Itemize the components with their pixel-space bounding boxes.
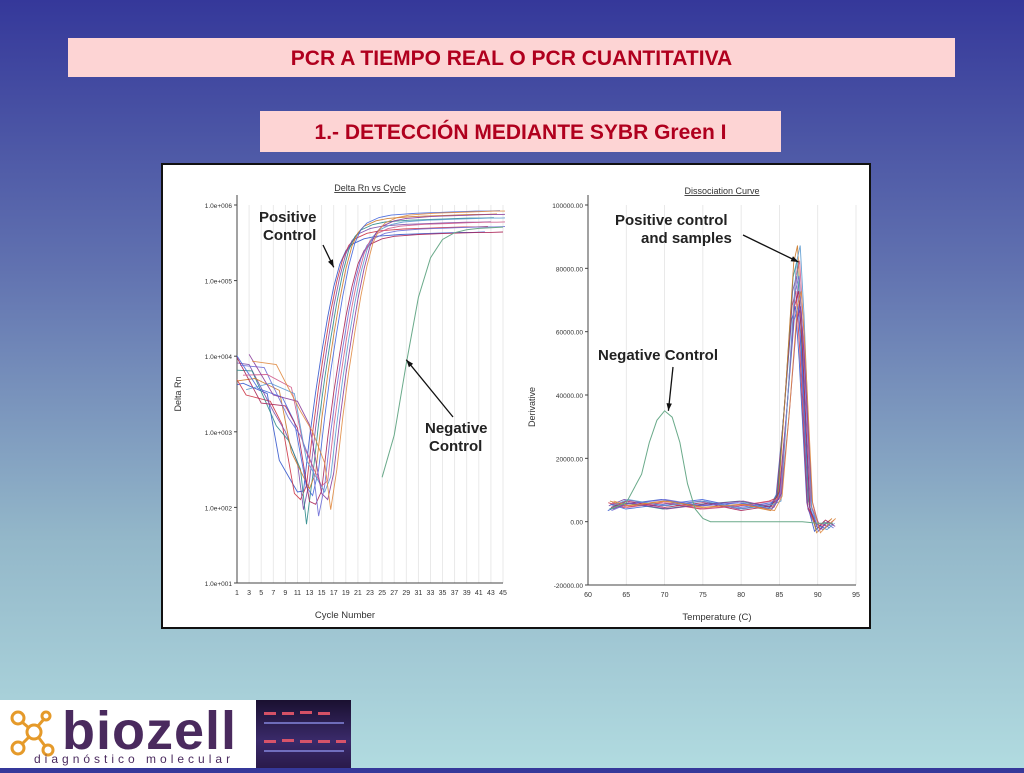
delta-rn-x-tick-label: 29	[402, 590, 410, 597]
logo-molecule-icon	[10, 710, 55, 757]
delta-rn-y-tick-label: 1.0e+004	[205, 354, 233, 361]
delta-rn-annotation-arrowhead	[406, 359, 414, 368]
delta-rn-x-tick-label: 19	[342, 590, 350, 597]
delta-rn-x-tick-label: 1	[235, 590, 239, 597]
delta-rn-x-tick-label: 31	[414, 590, 422, 597]
delta-rn-x-tick-label: 15	[318, 590, 326, 597]
logo-tagline: diagnóstico molecular	[34, 752, 235, 766]
delta-rn-x-tick-label: 9	[283, 590, 287, 597]
delta-rn-x-tick-label: 13	[306, 590, 314, 597]
delta-rn-x-tick-label: 35	[439, 590, 447, 597]
dissociation-y-axis-label: Derivative	[527, 387, 537, 427]
delta-rn-x-tick-label: 11	[294, 590, 301, 597]
delta-rn-x-tick-label: 39	[463, 590, 471, 597]
delta-rn-x-tick-label: 3	[247, 590, 251, 597]
dissociation-chart-title: Dissociation Curve	[684, 186, 759, 196]
dissociation-annotation-arrowhead	[666, 403, 672, 411]
dissociation-negative-curve	[610, 410, 833, 524]
delta-rn-y-tick-label: 1.0e+005	[205, 279, 233, 286]
dissociation-y-tick-label: 60000.00	[556, 330, 583, 337]
delta-rn-x-tick-label: 23	[366, 590, 374, 597]
delta-rn-x-tick-label: 21	[354, 590, 362, 597]
dissociation-x-tick-label: 70	[661, 592, 669, 599]
delta-rn-x-tick-label: 33	[427, 590, 435, 597]
dissociation-y-tick-label: 40000.00	[556, 393, 583, 400]
delta-rn-x-tick-label: 27	[390, 590, 398, 597]
dissociation-x-tick-label: 75	[699, 592, 707, 599]
delta-rn-y-tick-label: 1.0e+001	[205, 581, 233, 588]
dissociation-x-tick-label: 65	[622, 592, 630, 599]
delta-rn-positive-curve	[237, 221, 491, 510]
delta-rn-x-tick-label: 45	[499, 590, 507, 597]
delta-rn-x-tick-label: 43	[487, 590, 495, 597]
slide-subtitle: 1.- DETECCIÓN MEDIANTE SYBR Green I	[260, 111, 781, 152]
dissociation-y-tick-label: -20000.00	[554, 583, 584, 590]
dissociation-x-tick-label: 95	[852, 592, 860, 599]
delta-rn-positive-curve	[242, 221, 505, 487]
pcr-figure-panel: Delta Rn vs Cycle 1 3 5 7 9 11 13 15 17 19 21 23 25 27…	[161, 163, 871, 629]
dissociation-x-tick-label: 60	[584, 592, 592, 599]
dissociation-annotation-arrowhead	[790, 256, 799, 262]
dissociation-plot-area	[607, 245, 836, 534]
dissociation-x-axis-label: Temperature (C)	[682, 612, 751, 623]
delta-rn-x-tick-label: 25	[378, 590, 386, 597]
delta-rn-annotation-negative: Negative Control	[425, 420, 488, 455]
biozell-logo: biozell diagnóstico molecular	[0, 700, 256, 768]
gel-bands-graphic	[264, 711, 346, 752]
delta-rn-annotation-positive: Positive Control	[259, 209, 317, 244]
delta-rn-x-axis-label: Cycle Number	[315, 610, 375, 621]
dissociation-annotation-negative: Negative Control	[598, 347, 718, 364]
delta-rn-x-tick-label: 37	[451, 590, 459, 597]
delta-rn-positive-curve	[237, 213, 498, 490]
dissociation-x-tick-label: 80	[737, 592, 745, 599]
delta-rn-negative-curve	[381, 226, 504, 478]
delta-rn-positive-curve	[239, 226, 505, 517]
dissociation-annotation-arrow	[742, 234, 799, 263]
logo-wordmark: biozell	[62, 701, 238, 761]
delta-rn-annotation-arrowhead	[328, 259, 334, 268]
delta-rn-x-tick-label: 41	[475, 590, 483, 597]
delta-rn-positive-curve	[237, 217, 494, 525]
dissociation-annotation-positive: Positive control and samples	[615, 212, 732, 247]
delta-rn-annotation-arrow	[405, 359, 454, 418]
delta-rn-positive-curve	[237, 226, 488, 501]
delta-rn-plot-area	[237, 210, 505, 525]
dissociation-positive-curve	[607, 306, 831, 533]
dissociation-y-tick-label: 80000.00	[556, 266, 583, 273]
dissociation-y-tick-label: 0.00	[570, 520, 583, 527]
delta-rn-positive-curve	[248, 213, 505, 501]
delta-rn-y-tick-label: 1.0e+003	[205, 430, 233, 437]
delta-rn-x-tick-label: 5	[259, 590, 263, 597]
delta-rn-x-tick-label: 7	[271, 590, 275, 597]
delta-rn-x-tick-label: 17	[330, 590, 338, 597]
delta-rn-y-axis-label: Delta Rn	[173, 376, 183, 411]
delta-rn-y-tick-label: 1.0e+006	[205, 203, 233, 210]
delta-rn-positive-curve	[252, 210, 505, 510]
dissociation-x-tick-label: 90	[814, 592, 822, 599]
delta-rn-chart-title: Delta Rn vs Cycle	[334, 183, 406, 193]
gel-electrophoresis-photo	[256, 700, 351, 768]
dissociation-x-tick-label: 85	[776, 592, 784, 599]
dissociation-y-tick-label: 100000.00	[552, 203, 583, 210]
slide-title: PCR A TIEMPO REAL O PCR CUANTITATIVA	[68, 38, 955, 77]
dissociation-y-tick-label: 20000.00	[556, 456, 583, 463]
delta-rn-y-tick-label: 1.0e+002	[205, 505, 233, 512]
